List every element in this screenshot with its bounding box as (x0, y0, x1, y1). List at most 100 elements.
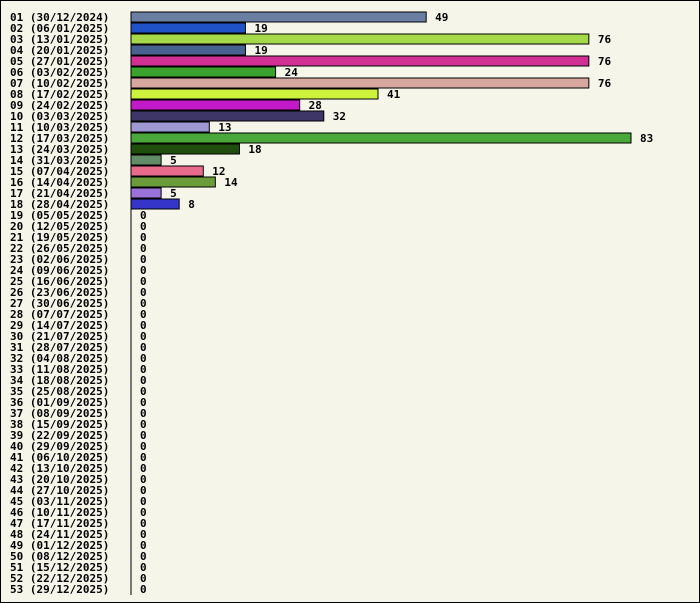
value-label: 49 (435, 11, 448, 24)
category-label: 17 (21/04/2025) (10, 187, 109, 200)
bar (130, 99, 301, 111)
value-label: 13 (218, 121, 231, 134)
value-label: 0 (140, 231, 147, 244)
category-label: 06 (03/02/2025) (10, 66, 109, 79)
category-label: 47 (17/11/2025) (10, 517, 109, 530)
category-label: 40 (29/09/2025) (10, 440, 109, 453)
value-label: 0 (140, 286, 147, 299)
category-label: 08 (17/02/2025) (10, 88, 109, 101)
category-label: 43 (20/10/2025) (10, 473, 109, 486)
category-label: 51 (15/12/2025) (10, 561, 109, 574)
category-label: 05 (27/01/2025) (10, 55, 109, 68)
category-label: 37 (08/09/2025) (10, 407, 109, 420)
value-label: 0 (140, 242, 147, 255)
category-label: 01 (30/12/2024) (10, 11, 109, 24)
category-label: 12 (17/03/2025) (10, 132, 109, 145)
value-label: 0 (140, 264, 147, 277)
bar (130, 198, 180, 210)
value-label: 0 (140, 462, 147, 475)
category-label: 24 (09/06/2025) (10, 264, 109, 277)
value-label: 0 (140, 429, 147, 442)
value-label: 19 (254, 44, 267, 57)
value-label: 5 (170, 154, 177, 167)
value-label: 83 (640, 132, 653, 145)
value-label: 19 (254, 22, 267, 35)
category-label: 44 (27/10/2025) (10, 484, 109, 497)
value-label: 8 (188, 198, 195, 211)
category-label: 41 (06/10/2025) (10, 451, 109, 464)
bar (130, 11, 427, 23)
bar (130, 66, 277, 78)
bar (130, 55, 590, 67)
category-label: 16 (14/04/2025) (10, 176, 109, 189)
value-label: 0 (140, 583, 147, 596)
bar (130, 165, 204, 177)
category-label: 18 (28/04/2025) (10, 198, 109, 211)
value-label: 0 (140, 572, 147, 585)
bar (130, 143, 240, 155)
value-label: 14 (224, 176, 238, 189)
value-label: 0 (140, 341, 147, 354)
bar (130, 187, 162, 199)
value-label: 18 (248, 143, 261, 156)
category-label: 46 (10/11/2025) (10, 506, 109, 519)
bar (130, 176, 216, 188)
category-label: 32 (04/08/2025) (10, 352, 109, 365)
value-label: 0 (140, 352, 147, 365)
bar (130, 44, 246, 56)
category-label: 09 (24/02/2025) (10, 99, 109, 112)
category-label: 29 (14/07/2025) (10, 319, 109, 332)
value-label: 0 (140, 209, 147, 222)
category-label: 53 (29/12/2025) (10, 583, 109, 596)
value-label: 0 (140, 484, 147, 497)
bar (130, 121, 210, 133)
category-label: 38 (15/09/2025) (10, 418, 109, 431)
value-label: 0 (140, 275, 147, 288)
category-label: 26 (23/06/2025) (10, 286, 109, 299)
category-label: 52 (22/12/2025) (10, 572, 109, 585)
category-label: 10 (03/03/2025) (10, 110, 109, 123)
value-label: 0 (140, 528, 147, 541)
category-label: 21 (19/05/2025) (10, 231, 109, 244)
bar (130, 110, 325, 122)
category-label: 50 (08/12/2025) (10, 550, 109, 563)
value-label: 28 (309, 99, 322, 112)
value-label: 0 (140, 506, 147, 519)
value-label: 5 (170, 187, 177, 200)
category-label: 15 (07/04/2025) (10, 165, 109, 178)
category-label: 27 (30/06/2025) (10, 297, 109, 310)
category-label: 03 (13/01/2025) (10, 33, 109, 46)
category-label: 36 (01/09/2025) (10, 396, 109, 409)
value-label: 41 (387, 88, 401, 101)
value-label: 0 (140, 385, 147, 398)
category-label: 20 (12/05/2025) (10, 220, 109, 233)
value-label: 0 (140, 253, 147, 266)
value-label: 0 (140, 407, 147, 420)
value-label: 76 (598, 33, 612, 46)
category-label: 25 (16/06/2025) (10, 275, 109, 288)
value-label: 0 (140, 495, 147, 508)
category-label: 31 (28/07/2025) (10, 341, 109, 354)
category-label: 23 (02/06/2025) (10, 253, 109, 266)
value-label: 0 (140, 330, 147, 343)
value-label: 0 (140, 539, 147, 552)
category-label: 13 (24/03/2025) (10, 143, 109, 156)
value-label: 24 (285, 66, 299, 79)
category-label: 33 (11/08/2025) (10, 363, 109, 376)
bar (130, 33, 590, 45)
category-label: 14 (31/03/2025) (10, 154, 109, 167)
value-label: 0 (140, 418, 147, 431)
category-label: 02 (06/01/2025) (10, 22, 109, 35)
category-label: 19 (05/05/2025) (10, 209, 109, 222)
category-label: 11 (10/03/2025) (10, 121, 109, 134)
value-label: 0 (140, 561, 147, 574)
category-label: 39 (22/09/2025) (10, 429, 109, 442)
bar (130, 132, 632, 144)
category-label: 28 (07/07/2025) (10, 308, 109, 321)
bar (130, 154, 162, 166)
category-label: 49 (01/12/2025) (10, 539, 109, 552)
category-label: 07 (10/02/2025) (10, 77, 109, 90)
category-label: 48 (24/11/2025) (10, 528, 109, 541)
value-label: 0 (140, 308, 147, 321)
